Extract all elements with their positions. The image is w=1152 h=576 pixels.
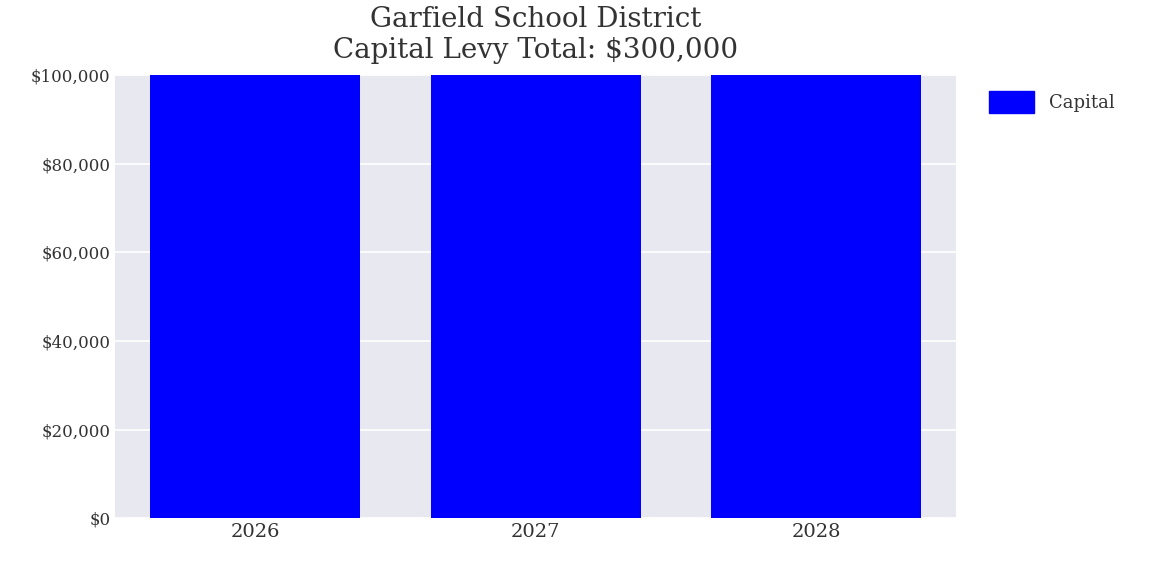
Bar — [431, 75, 641, 518]
Legend: Capital: Capital — [982, 84, 1122, 120]
Title: Garfield School District
Capital Levy Total: $300,000: Garfield School District Capital Levy To… — [333, 6, 738, 64]
Bar — [711, 75, 922, 518]
Bar — [150, 75, 361, 518]
